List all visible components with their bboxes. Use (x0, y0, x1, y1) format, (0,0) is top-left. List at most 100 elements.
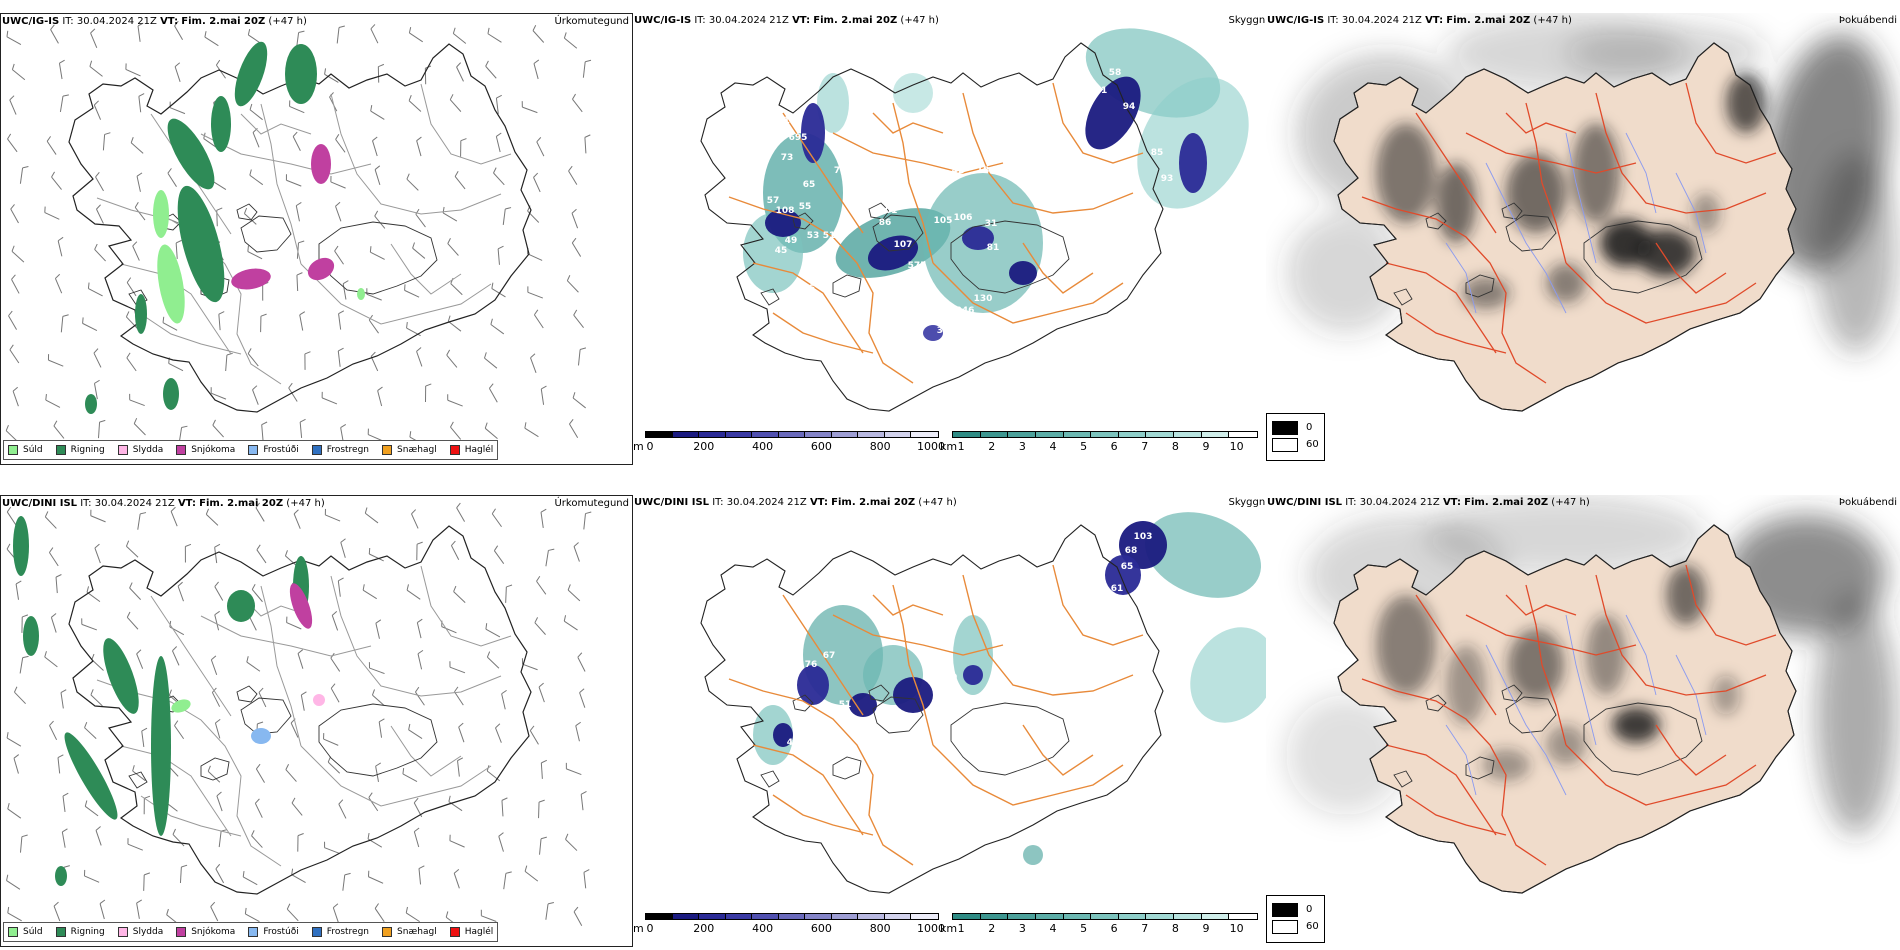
wind-barb (447, 243, 459, 256)
wind-barb (369, 553, 384, 562)
wind-barb-flag (484, 352, 487, 359)
ceiling-label: 53 (807, 231, 820, 241)
ceiling-label: 45 (787, 738, 800, 748)
precip-map-bottom (6, 502, 592, 928)
wind-barb-flag (247, 348, 252, 354)
glacier (236, 203, 258, 221)
scale-tick: 4 (1049, 440, 1057, 453)
wind-barb-flag (284, 550, 288, 557)
wind-barb-flag (215, 718, 221, 724)
wind-barb (415, 691, 425, 706)
fog-area (1286, 213, 1406, 333)
scale-cell (805, 914, 832, 919)
wind-barb (567, 589, 581, 602)
wind-barb (125, 68, 141, 77)
wind-barb (571, 242, 582, 257)
ceiling-label: 76 (805, 660, 818, 670)
wind-barb (293, 513, 301, 529)
precip-area (231, 268, 271, 290)
wind-barb-flag (291, 868, 294, 875)
legend-swatch (311, 445, 322, 455)
cover-legend-row: 60 (1272, 436, 1324, 453)
rivers (1445, 614, 1707, 796)
wind-barb (295, 205, 300, 222)
wind-barb-flag (288, 382, 293, 389)
wind-barb (299, 421, 303, 438)
glacier (240, 215, 292, 253)
wind-barb-flag (261, 421, 268, 426)
wind-barb (134, 207, 146, 221)
wind-barb (6, 737, 22, 747)
wind-barb (214, 722, 221, 739)
wind-barb (540, 388, 545, 405)
legend-label: Frostúði (263, 445, 299, 455)
scale-cell (1146, 914, 1175, 919)
wind-barb (340, 542, 346, 558)
wind-barb (132, 770, 146, 782)
precip-area (211, 96, 231, 152)
precip-area (167, 118, 215, 190)
wind-barb (572, 397, 586, 409)
wind-barb-flag (524, 865, 528, 872)
legend-label: Slydda (132, 445, 164, 455)
ceiling-label: 81 (987, 243, 1000, 253)
cover-swatch (1272, 919, 1298, 934)
wind-barb (375, 623, 380, 639)
ceiling-label: 85 (1151, 148, 1164, 158)
wind-barb (457, 760, 460, 777)
wind-barb-flag (45, 393, 47, 401)
scale-cell (646, 432, 673, 437)
wind-barb-flag (296, 201, 302, 207)
panel-type: Skyggni (1228, 15, 1266, 26)
wind-barb-flag (496, 132, 502, 137)
fog-area (1376, 123, 1436, 223)
wind-barb (242, 876, 258, 886)
wind-barb (486, 770, 501, 782)
legend-item: Slydda (117, 927, 163, 937)
ceiling-label: 68 (1125, 546, 1138, 556)
wind-barb-flag (247, 245, 249, 252)
wind-barb (413, 831, 420, 848)
wind-barb-flag (87, 282, 90, 289)
fog-area (1586, 615, 1626, 695)
panel-type: Þokuábendi (1838, 497, 1897, 508)
glacier (240, 697, 292, 735)
wind-barb-flag (489, 383, 494, 389)
precip-type-panel-bottom: UWC/DINI ISL IT: 30.04.2024 21Z VT: Fim.… (0, 495, 633, 947)
precip-area (64, 732, 118, 820)
wind-barb (172, 650, 180, 666)
wind-barb-flag (540, 836, 547, 840)
ceiling-label: 10 (795, 768, 808, 778)
glacier (128, 289, 148, 307)
scale-cell (980, 914, 1009, 919)
wind-barb (527, 291, 543, 299)
wind-barb-flag (456, 502, 461, 509)
wind-barb (44, 656, 58, 668)
wind-barb (7, 808, 22, 819)
wind-barb (49, 725, 58, 741)
wind-barb (404, 289, 420, 298)
wind-barb (566, 280, 579, 293)
wind-barb (93, 383, 98, 400)
wind-barb-flag (170, 506, 176, 512)
wind-barb (378, 721, 383, 738)
wind-barb (84, 727, 97, 740)
scale-cell (1008, 432, 1036, 437)
scale-tick: 600 (810, 440, 832, 453)
ceiling-label: 65 (803, 284, 816, 294)
legend-swatch (8, 927, 18, 937)
scale-cell (858, 914, 885, 919)
wind-barb-flag (415, 686, 420, 693)
wind-barb-flag (144, 795, 151, 799)
scale-cell (1063, 432, 1092, 437)
legend-item: Haglél (449, 927, 493, 937)
wind-barb-flag (125, 311, 130, 318)
wind-barb (90, 694, 103, 707)
wind-barb-flag (408, 723, 411, 730)
scale-cell (911, 432, 939, 437)
wind-barb-flag (55, 273, 61, 279)
wind-barb-flag (246, 656, 249, 663)
wind-barb (93, 104, 102, 120)
wind-barb-flag (425, 383, 432, 387)
roads-orange (728, 564, 1144, 866)
